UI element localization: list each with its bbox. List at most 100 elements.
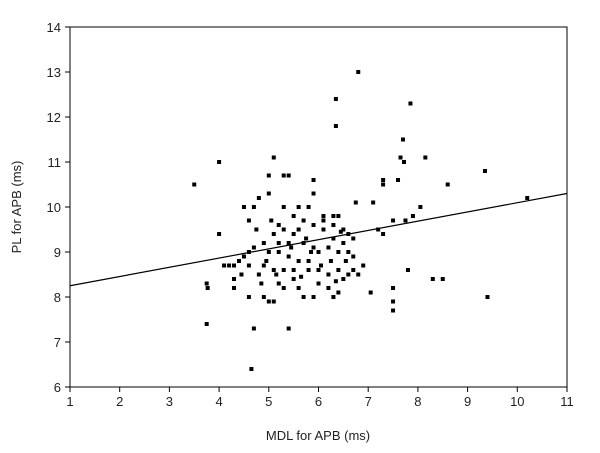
data-point xyxy=(316,250,321,254)
data-point xyxy=(391,308,396,313)
data-point xyxy=(311,223,316,227)
y-tick-label: 8 xyxy=(54,290,61,305)
x-tick-label: 7 xyxy=(365,394,372,409)
data-point xyxy=(271,299,276,304)
data-point xyxy=(306,259,311,263)
data-point xyxy=(440,277,445,281)
y-tick-label: 13 xyxy=(47,65,61,80)
x-tick-label: 8 xyxy=(414,394,421,409)
data-point xyxy=(304,236,309,241)
data-point xyxy=(311,295,316,299)
data-point xyxy=(299,274,304,279)
data-point xyxy=(381,232,386,236)
data-point xyxy=(356,272,361,277)
data-point xyxy=(301,295,306,299)
data-point xyxy=(306,268,311,272)
y-tick-label: 6 xyxy=(54,380,61,395)
x-tick-label: 9 xyxy=(464,394,471,409)
data-point xyxy=(338,229,343,234)
data-point xyxy=(326,245,331,250)
data-point xyxy=(281,268,286,272)
y-tick-label: 14 xyxy=(47,20,61,35)
data-point xyxy=(286,326,291,331)
data-point xyxy=(296,259,301,263)
data-point xyxy=(192,182,197,187)
data-point xyxy=(361,263,366,268)
data-point xyxy=(336,250,341,254)
data-point xyxy=(318,263,323,268)
data-point xyxy=(328,259,333,263)
data-point xyxy=(309,250,314,254)
data-point xyxy=(291,214,296,218)
y-tick-label: 12 xyxy=(47,110,61,125)
data-point xyxy=(333,279,338,284)
data-point xyxy=(281,227,286,232)
data-point xyxy=(251,245,256,250)
x-tick-label: 5 xyxy=(265,394,272,409)
data-point xyxy=(222,263,227,268)
data-point xyxy=(336,290,341,295)
x-tick-label: 6 xyxy=(315,394,322,409)
data-point xyxy=(259,281,264,286)
data-point xyxy=(410,214,415,218)
data-point xyxy=(251,205,256,209)
data-point xyxy=(321,214,326,218)
data-point xyxy=(341,277,346,281)
data-point xyxy=(351,254,356,259)
x-tick-label: 3 xyxy=(166,394,173,409)
data-point xyxy=(239,272,244,277)
data-point xyxy=(331,236,336,241)
data-point xyxy=(274,272,279,277)
data-point xyxy=(217,232,222,236)
data-point xyxy=(276,281,281,286)
data-point xyxy=(286,254,291,259)
data-point xyxy=(204,322,209,326)
data-point xyxy=(368,290,373,295)
data-point xyxy=(525,196,530,200)
data-point xyxy=(391,218,396,223)
data-point xyxy=(232,263,237,268)
data-point xyxy=(316,268,321,272)
data-point xyxy=(482,169,487,173)
data-point xyxy=(266,173,271,178)
y-axis-label: PL for APB (ms) xyxy=(9,161,24,254)
data-point xyxy=(296,205,301,209)
data-point xyxy=(341,241,346,245)
data-point xyxy=(346,272,351,277)
data-point xyxy=(485,295,490,299)
data-point xyxy=(289,245,294,250)
x-tick-label: 1 xyxy=(66,394,73,409)
data-point xyxy=(403,218,408,223)
data-point xyxy=(321,218,326,223)
x-tick-label: 11 xyxy=(560,394,574,409)
data-point xyxy=(291,277,296,281)
data-point xyxy=(264,259,269,263)
data-point xyxy=(204,281,209,286)
data-point xyxy=(271,268,276,272)
data-point xyxy=(321,227,326,232)
data-point xyxy=(326,286,331,290)
data-point xyxy=(286,241,291,245)
data-point xyxy=(408,101,413,106)
data-point xyxy=(381,182,386,187)
data-point xyxy=(271,155,276,160)
y-tick-label: 9 xyxy=(54,245,61,260)
data-point xyxy=(246,250,251,254)
data-point xyxy=(281,205,286,209)
x-tick-label: 10 xyxy=(510,394,524,409)
data-point xyxy=(333,97,338,101)
data-point xyxy=(423,155,428,160)
data-point xyxy=(276,223,281,227)
data-point xyxy=(398,155,403,160)
data-point xyxy=(286,173,291,178)
data-point xyxy=(311,178,316,182)
data-point xyxy=(430,277,435,281)
data-point xyxy=(333,124,338,128)
data-point xyxy=(341,227,346,232)
data-point xyxy=(351,236,356,241)
data-point xyxy=(266,299,271,304)
data-point xyxy=(311,245,316,250)
data-point xyxy=(276,250,281,254)
